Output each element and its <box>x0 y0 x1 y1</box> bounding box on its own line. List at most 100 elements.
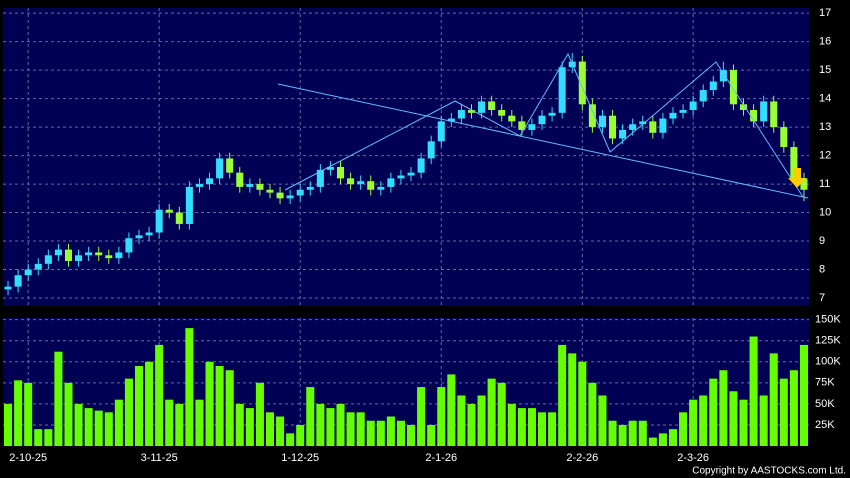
y-tick-label: 9 <box>819 235 825 247</box>
candle-body <box>316 169 324 187</box>
candle-body <box>155 209 163 233</box>
volume-bar <box>205 361 214 446</box>
volume-bar <box>356 412 365 446</box>
candle-body <box>689 101 697 110</box>
candle-body <box>467 109 476 113</box>
candle-body <box>518 121 526 130</box>
candle-body <box>14 275 22 287</box>
trend-line <box>277 83 809 199</box>
volume-bar <box>366 420 375 446</box>
candle-body <box>336 166 345 179</box>
candle-body <box>729 70 737 105</box>
volume-bar <box>94 410 103 446</box>
candle-body <box>508 115 516 122</box>
candle-body <box>226 158 234 173</box>
candle-body <box>24 269 32 276</box>
candle-body <box>165 209 173 213</box>
candle-body <box>629 124 637 130</box>
volume-bar <box>749 336 758 446</box>
volume-bar <box>124 378 133 446</box>
volume-bar <box>477 395 486 446</box>
volume-bar <box>255 382 264 446</box>
candle-body <box>276 192 284 199</box>
candle-body <box>377 186 385 190</box>
volume-bar <box>74 403 83 446</box>
candle-body <box>387 178 395 187</box>
volume-bar <box>548 412 557 446</box>
candle-body <box>135 235 143 239</box>
volume-bar <box>689 399 698 446</box>
volume-bar <box>769 353 778 446</box>
volume-bar <box>417 387 426 446</box>
candle-body <box>407 172 415 176</box>
candle-body <box>649 121 657 133</box>
volume-bar <box>658 433 667 446</box>
volume-bar <box>799 344 808 446</box>
volume-bar <box>316 403 325 446</box>
candle-body <box>750 109 758 122</box>
candle-body <box>175 212 183 224</box>
volume-bar <box>709 378 718 446</box>
y-tick-label: 125K <box>815 335 841 347</box>
candle-body <box>457 109 465 119</box>
candle-body <box>619 129 627 139</box>
y-tick-label: 7 <box>819 292 825 304</box>
candle-body <box>145 232 153 236</box>
volume-bar <box>155 344 164 446</box>
candle-body <box>417 158 425 173</box>
volume-bar <box>457 395 466 446</box>
volume-bar <box>235 403 244 446</box>
candle-body <box>790 147 798 179</box>
signal-arrow <box>788 168 806 188</box>
y-tick-label: 17 <box>819 7 831 19</box>
volume-bar <box>165 399 174 446</box>
volume-bar <box>276 416 285 446</box>
y-tick-label: 12 <box>819 149 831 161</box>
volume-bar <box>638 420 647 446</box>
volume-bar <box>296 424 305 446</box>
volume-bar <box>527 408 536 446</box>
candle-body <box>609 115 617 139</box>
candle-body <box>598 115 606 128</box>
x-tick-label: 3-11-25 <box>141 452 178 464</box>
candle-body <box>528 124 536 130</box>
volume-bar <box>628 420 637 446</box>
candle-body <box>357 181 365 185</box>
candle-body <box>105 255 113 259</box>
x-tick-label: 1-12-25 <box>281 452 319 464</box>
volume-bar <box>618 424 627 446</box>
candle-body <box>256 184 264 190</box>
volume-bar <box>44 429 53 446</box>
volume-bar <box>396 420 405 446</box>
candle-body <box>266 189 274 193</box>
y-tick-label: 50K <box>815 398 835 410</box>
pattern-line <box>284 52 804 198</box>
volume-bar <box>185 328 194 446</box>
volume-bar <box>84 408 93 446</box>
candle-body <box>246 184 254 187</box>
volume-bar <box>407 424 416 446</box>
candle-body <box>659 118 667 133</box>
candle-body <box>558 67 566 113</box>
volume-bar <box>779 378 788 446</box>
candle-body <box>64 249 73 261</box>
volume-bar <box>487 378 496 446</box>
volume-bar <box>195 399 204 446</box>
candle-body <box>679 109 687 113</box>
volume-bar <box>14 380 23 446</box>
candle-body <box>719 70 727 82</box>
candle-body <box>206 178 214 185</box>
candle-body <box>780 127 788 148</box>
volume-bar <box>54 351 63 446</box>
candle-body <box>437 121 445 142</box>
volume-bar <box>558 344 567 446</box>
volume-bar <box>336 403 345 446</box>
x-tick-label: 2-10-25 <box>9 452 47 464</box>
candle-body <box>770 101 778 128</box>
volume-bar <box>679 412 688 446</box>
volume-bar <box>729 391 738 446</box>
candle-body <box>54 249 62 256</box>
candle-body <box>75 255 83 261</box>
volume-bar <box>376 420 385 446</box>
candle-body <box>427 141 435 159</box>
